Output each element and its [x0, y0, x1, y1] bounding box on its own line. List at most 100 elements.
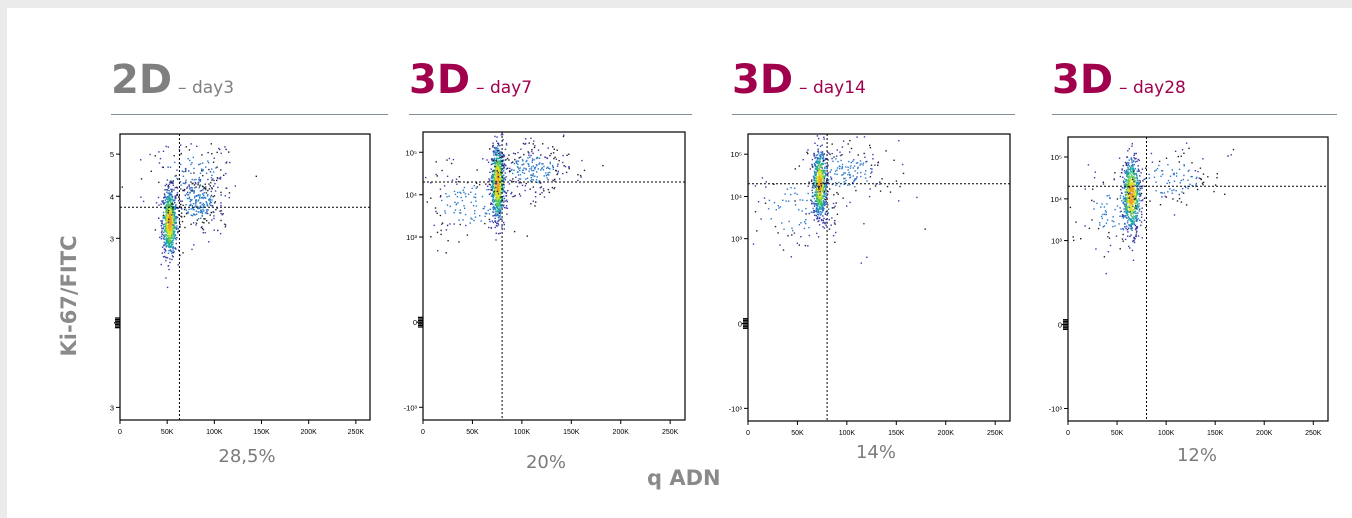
- event-dot: [255, 175, 257, 177]
- event-dot: [160, 231, 163, 234]
- event-dot: [515, 160, 517, 162]
- event-dot: [838, 181, 840, 184]
- event-dot: [813, 219, 815, 221]
- event-dot: [1169, 175, 1172, 177]
- event-dot: [530, 174, 532, 176]
- event-dot: [849, 174, 851, 176]
- event-dot: [869, 188, 871, 190]
- event-dot: [1094, 171, 1096, 173]
- event-dot: [494, 185, 496, 188]
- event-dot: [193, 191, 195, 193]
- event-dot: [1140, 172, 1142, 174]
- event-dot: [171, 196, 174, 198]
- x-tick-label: 200K: [613, 429, 630, 436]
- event-dot: [1181, 191, 1183, 193]
- event-dot: [207, 160, 209, 162]
- event-dot: [827, 179, 829, 181]
- event-dot: [1139, 181, 1141, 184]
- event-dot: [1128, 165, 1131, 167]
- event-dot: [209, 171, 212, 173]
- event-dot: [184, 226, 186, 229]
- event-dot: [1124, 209, 1127, 211]
- event-dot: [492, 221, 495, 224]
- event-dot: [1178, 161, 1180, 163]
- event-dot: [180, 184, 182, 186]
- event-dot: [1125, 199, 1128, 201]
- event-dot: [1132, 191, 1134, 193]
- event-dot: [555, 158, 558, 160]
- event-dot: [822, 158, 824, 160]
- event-dot: [171, 215, 173, 218]
- event-dot: [220, 212, 222, 215]
- event-dot: [1128, 168, 1130, 171]
- event-dot: [1129, 186, 1132, 189]
- event-dot: [170, 228, 172, 231]
- event-dot: [180, 152, 182, 155]
- event-dot: [163, 229, 165, 231]
- event-dot: [495, 163, 497, 165]
- event-dot: [521, 164, 524, 166]
- event-dot: [178, 148, 181, 151]
- event-dot: [1133, 199, 1136, 202]
- event-dot: [864, 173, 866, 175]
- event-dot: [164, 216, 166, 218]
- event-dot: [1134, 192, 1136, 194]
- event-dot: [170, 202, 172, 204]
- event-dot: [554, 186, 556, 189]
- event-dot: [169, 208, 171, 210]
- event-dot: [808, 226, 810, 229]
- event-dot: [506, 167, 509, 169]
- event-dot: [1122, 240, 1124, 242]
- event-dot: [810, 199, 813, 201]
- event-dot: [517, 160, 520, 162]
- event-dot: [496, 199, 499, 201]
- event-dot: [819, 198, 821, 200]
- event-dot: [822, 154, 824, 157]
- event-dot: [844, 172, 846, 174]
- event-dot: [1102, 226, 1105, 228]
- y-tick-label: 0: [413, 318, 417, 327]
- event-dot: [430, 236, 432, 238]
- event-dot: [201, 170, 203, 172]
- event-dot: [505, 205, 508, 207]
- event-dot: [791, 227, 793, 229]
- event-dot: [492, 179, 494, 182]
- event-dot: [820, 171, 823, 173]
- event-dot: [1155, 169, 1157, 171]
- event-dot: [205, 186, 207, 188]
- event-dot: [1183, 174, 1185, 177]
- x-tick-label: 100K: [839, 430, 856, 437]
- event-dot: [500, 188, 503, 190]
- event-dot: [1125, 212, 1127, 214]
- event-dot: [781, 222, 783, 224]
- event-dot: [1131, 160, 1133, 162]
- event-dot: [176, 186, 178, 188]
- event-dot: [531, 159, 534, 162]
- event-dot: [492, 187, 494, 189]
- event-dot: [1125, 169, 1128, 171]
- event-dot: [531, 148, 533, 151]
- event-dot: [528, 142, 530, 144]
- event-dot: [916, 196, 918, 199]
- event-dot: [497, 182, 500, 185]
- event-dot: [206, 202, 208, 204]
- event-dot: [837, 160, 839, 163]
- event-dot: [500, 166, 502, 168]
- event-dot: [821, 195, 823, 198]
- event-dot: [489, 208, 491, 210]
- event-dot: [181, 216, 183, 218]
- event-dot: [172, 203, 174, 205]
- event-dot: [195, 224, 197, 226]
- event-dot: [497, 151, 499, 153]
- event-dot: [198, 206, 200, 208]
- event-dot: [165, 246, 167, 248]
- event-dot: [1132, 223, 1134, 226]
- event-dot: [583, 169, 586, 172]
- event-dot: [1133, 215, 1136, 218]
- event-dot: [807, 245, 809, 247]
- event-dot: [1133, 241, 1136, 244]
- event-dot: [425, 176, 427, 179]
- event-dot: [163, 223, 165, 225]
- event-dot: [1132, 201, 1134, 204]
- event-dot: [167, 239, 170, 241]
